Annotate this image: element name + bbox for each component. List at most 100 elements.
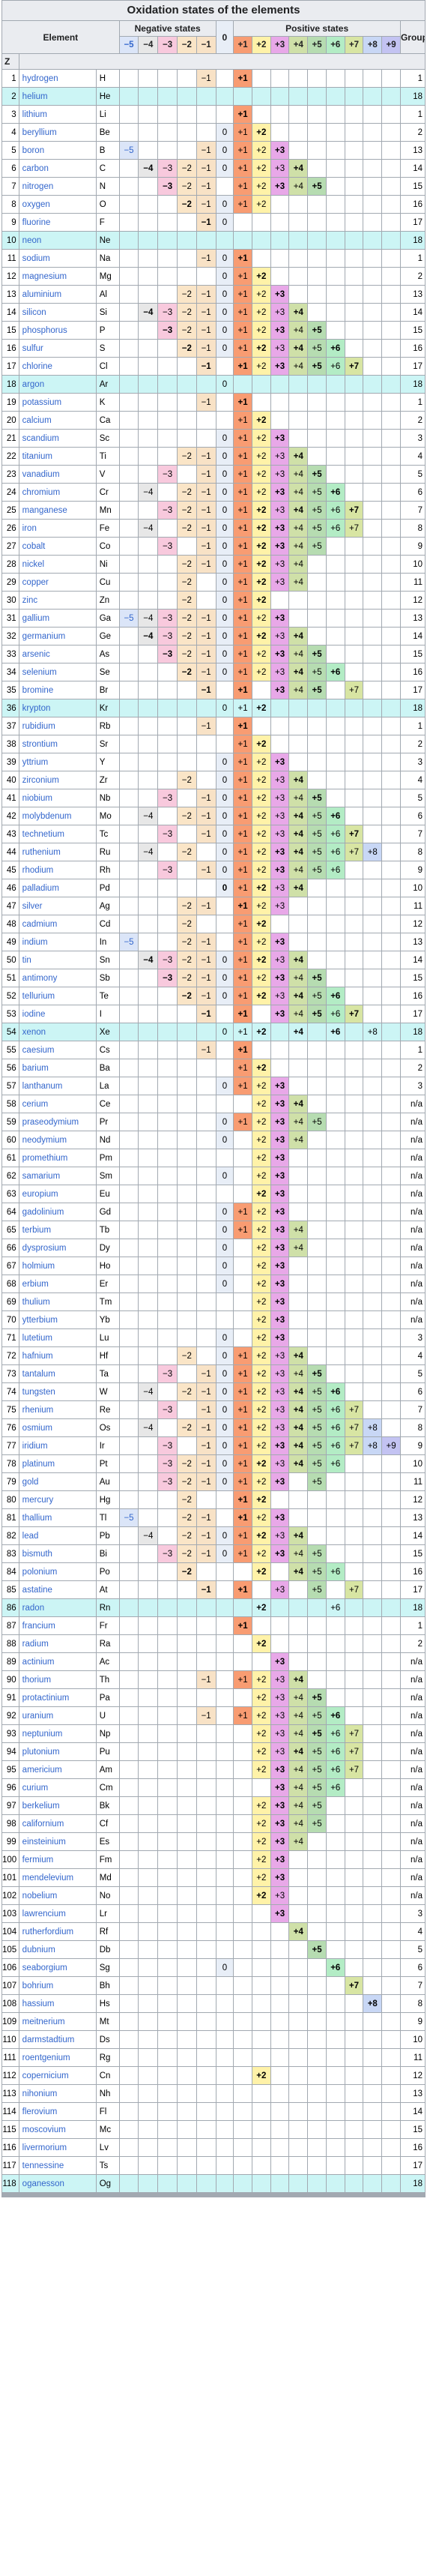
element-name-link[interactable]: gold (18, 1472, 97, 1491)
element-name-link[interactable]: germanium (18, 627, 97, 645)
element-name-link[interactable]: livermorium (18, 2138, 97, 2157)
element-name-link[interactable]: astatine (18, 1580, 97, 1599)
element-name-link[interactable]: rubidium (18, 717, 97, 735)
element-name-link[interactable]: xenon (18, 1023, 97, 1041)
element-name-link[interactable]: erbium (18, 1275, 97, 1293)
element-name-link[interactable]: hafnium (18, 1346, 97, 1365)
element-name-link[interactable]: calcium (18, 411, 97, 430)
element-name-link[interactable]: bohrium (18, 1976, 97, 1995)
element-name-link[interactable]: bismuth (18, 1544, 97, 1563)
element-name-link[interactable]: yttrium (18, 753, 97, 771)
element-name-link[interactable]: zirconium (18, 771, 97, 789)
element-name-link[interactable]: neon (18, 231, 97, 250)
element-name-link[interactable]: zinc (18, 591, 97, 610)
element-name-link[interactable]: thulium (18, 1292, 97, 1311)
element-name-link[interactable]: thallium (18, 1508, 97, 1527)
element-name-link[interactable]: hydrogen (18, 69, 97, 88)
element-name-link[interactable]: berkelium (18, 1796, 97, 1815)
element-name-link[interactable]: manganese (18, 501, 97, 520)
element-name-link[interactable]: nobelium (18, 1886, 97, 1905)
element-name-link[interactable]: krypton (18, 699, 97, 717)
element-name-link[interactable]: barium (18, 1059, 97, 1077)
element-name-link[interactable]: helium (18, 87, 97, 106)
element-name-link[interactable]: roentgenium (18, 2048, 97, 2067)
element-name-link[interactable]: titanium (18, 447, 97, 466)
element-name-link[interactable]: holmium (18, 1257, 97, 1275)
element-name-link[interactable]: dubnium (18, 1940, 97, 1959)
element-name-link[interactable]: nickel (18, 555, 97, 574)
element-name-link[interactable]: rhenium (18, 1400, 97, 1419)
element-name-link[interactable]: antimony (18, 969, 97, 987)
element-name-link[interactable]: lanthanum (18, 1077, 97, 1095)
element-name-link[interactable]: cadmium (18, 915, 97, 933)
element-name-link[interactable]: tin (18, 951, 97, 969)
element-name-link[interactable]: selenium (18, 663, 97, 681)
element-name-link[interactable]: niobium (18, 789, 97, 807)
element-name-link[interactable]: scandium (18, 429, 97, 448)
element-name-link[interactable]: mendelevium (18, 1868, 97, 1887)
element-name-link[interactable]: sodium (18, 249, 97, 268)
element-name-link[interactable]: vanadium (18, 465, 97, 484)
element-name-link[interactable]: silver (18, 897, 97, 915)
element-name-link[interactable]: gadolinium (18, 1203, 97, 1221)
element-name-link[interactable]: bromine (18, 681, 97, 699)
element-name-link[interactable]: cerium (18, 1095, 97, 1113)
element-name-link[interactable]: nihonium (18, 2084, 97, 2103)
element-name-link[interactable]: mercury (18, 1490, 97, 1509)
element-name-link[interactable]: radium (18, 1634, 97, 1653)
element-name-link[interactable]: iron (18, 519, 97, 538)
element-name-link[interactable]: flerovium (18, 2102, 97, 2121)
element-name-link[interactable]: magnesium (18, 267, 97, 286)
element-name-link[interactable]: cobalt (18, 537, 97, 556)
element-name-link[interactable]: polonium (18, 1562, 97, 1581)
element-name-link[interactable]: palladium (18, 879, 97, 897)
element-name-link[interactable]: strontium (18, 735, 97, 753)
element-name-link[interactable]: lead (18, 1526, 97, 1545)
element-name-link[interactable]: lawrencium (18, 1904, 97, 1923)
element-name-link[interactable]: arsenic (18, 645, 97, 663)
element-name-link[interactable]: caesium (18, 1041, 97, 1059)
element-name-link[interactable]: aluminium (18, 285, 97, 304)
element-name-link[interactable]: einsteinium (18, 1832, 97, 1851)
element-name-link[interactable]: actinium (18, 1652, 97, 1671)
element-name-link[interactable]: nitrogen (18, 177, 97, 196)
element-name-link[interactable]: iridium (18, 1436, 97, 1455)
element-name-link[interactable]: osmium (18, 1418, 97, 1437)
element-name-link[interactable]: curium (18, 1778, 97, 1797)
element-name-link[interactable]: californium (18, 1814, 97, 1833)
element-name-link[interactable]: potassium (18, 393, 97, 412)
element-name-link[interactable]: francium (18, 1616, 97, 1635)
element-name-link[interactable]: neptunium (18, 1724, 97, 1743)
element-name-link[interactable]: protactinium (18, 1688, 97, 1707)
element-name-link[interactable]: moscovium (18, 2120, 97, 2139)
element-name-link[interactable]: ytterbium (18, 1310, 97, 1329)
element-name-link[interactable]: darmstadtium (18, 2030, 97, 2049)
element-name-link[interactable]: oganesson (18, 2174, 97, 2193)
element-name-link[interactable]: carbon (18, 159, 97, 178)
element-name-link[interactable]: fluorine (18, 213, 97, 232)
element-name-link[interactable]: americium (18, 1760, 97, 1779)
element-name-link[interactable]: phosphorus (18, 321, 97, 340)
element-name-link[interactable]: hassium (18, 1994, 97, 2013)
element-name-link[interactable]: platinum (18, 1454, 97, 1473)
element-name-link[interactable]: plutonium (18, 1742, 97, 1761)
element-name-link[interactable]: dysprosium (18, 1239, 97, 1257)
element-name-link[interactable]: iodine (18, 1005, 97, 1023)
element-name-link[interactable]: chromium (18, 483, 97, 502)
element-name-link[interactable]: molybdenum (18, 807, 97, 825)
element-name-link[interactable]: terbium (18, 1221, 97, 1239)
element-name-link[interactable]: ruthenium (18, 843, 97, 861)
element-name-link[interactable]: chlorine (18, 357, 97, 376)
element-name-link[interactable]: lithium (18, 105, 97, 124)
element-name-link[interactable]: gallium (18, 609, 97, 628)
element-name-link[interactable]: praseodymium (18, 1113, 97, 1131)
element-name-link[interactable]: boron (18, 141, 97, 160)
element-name-link[interactable]: lutetium (18, 1328, 97, 1347)
element-name-link[interactable]: sulfur (18, 339, 97, 358)
element-name-link[interactable]: beryllium (18, 123, 97, 142)
element-name-link[interactable]: indium (18, 933, 97, 951)
element-name-link[interactable]: rhodium (18, 861, 97, 879)
element-name-link[interactable]: fermium (18, 1850, 97, 1869)
element-name-link[interactable]: tungsten (18, 1382, 97, 1401)
element-name-link[interactable]: seaborgium (18, 1958, 97, 1977)
